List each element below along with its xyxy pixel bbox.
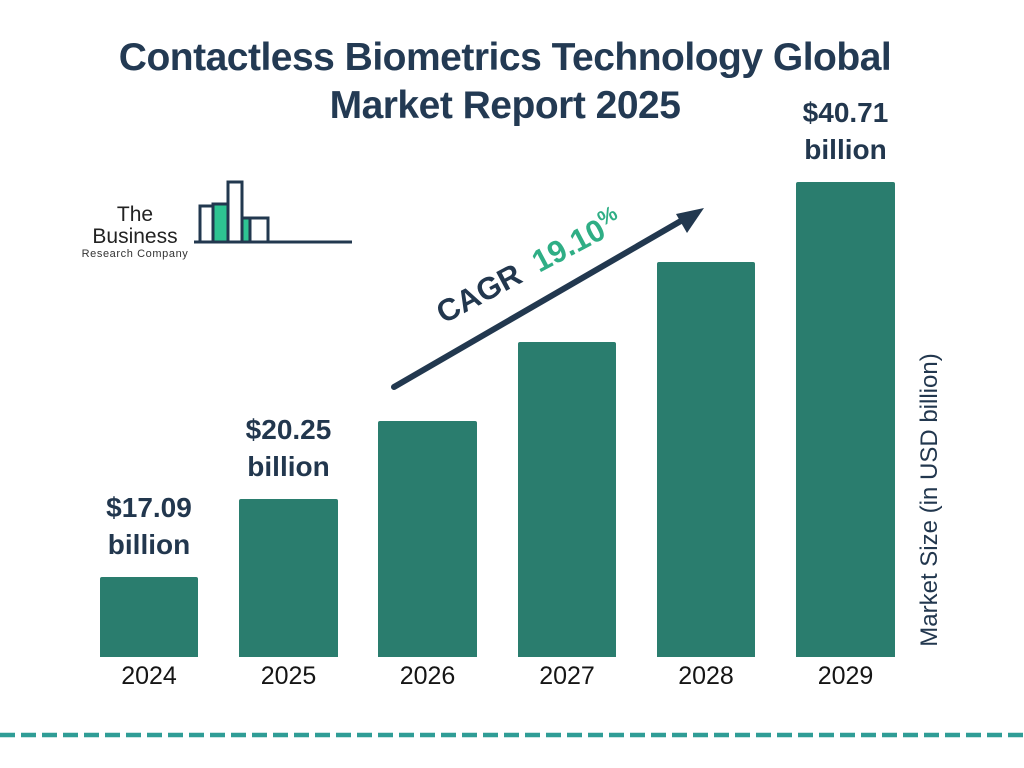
page-title: Contactless Biometrics Technology Global… <box>0 34 1010 130</box>
title-line-2: Market Report 2025 <box>329 84 681 127</box>
bar-2025 <box>239 499 338 657</box>
logo-bar-chart-icon <box>192 178 356 248</box>
logo-text: The Business Research Company <box>74 203 196 261</box>
company-logo: The Business Research Company <box>74 178 352 260</box>
cagr-value: 19.10% <box>526 202 622 280</box>
x-axis-tick-2028: 2028 <box>678 662 734 690</box>
title-line-1: Contactless Biometrics Technology Global <box>118 36 892 79</box>
bar-2028 <box>657 262 755 657</box>
x-axis-tick-2029: 2029 <box>817 662 874 690</box>
value-label-2029: $40.71 billion <box>802 97 889 165</box>
bottom-dashed-divider <box>0 731 1024 739</box>
bar-2027 <box>518 342 616 657</box>
bar-2029 <box>796 182 895 657</box>
x-axis-tick-2024: 2024 <box>121 662 177 690</box>
bar-2026 <box>378 421 477 657</box>
value-label-2025: $20.25 billion <box>245 414 332 482</box>
logo-company-subname: Research Company <box>81 248 189 260</box>
logo-company-name: The Business <box>92 203 178 248</box>
value-label-2024: $17.09 billion <box>106 492 192 560</box>
x-axis-tick-2027: 2027 <box>539 662 595 690</box>
y-axis-label: Market Size (in USD billion) <box>916 353 943 647</box>
cagr-label: CAGR <box>430 256 528 331</box>
x-axis-tick-2025: 2025 <box>260 662 317 690</box>
bar-2024 <box>100 577 198 657</box>
x-axis-tick-2026: 2026 <box>399 662 456 690</box>
cagr-annotation: CAGR 19.10% <box>401 187 657 347</box>
